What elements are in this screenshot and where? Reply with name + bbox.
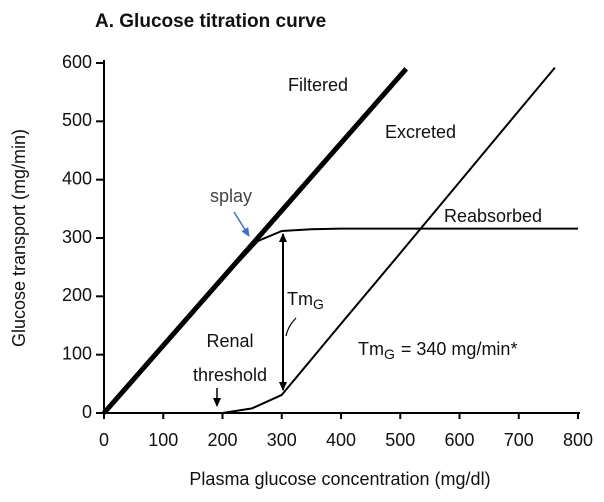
annotation-renal-threshold: Renal (206, 331, 253, 351)
series-line (104, 67, 556, 414)
x-tick-label: 700 (504, 430, 534, 450)
x-axis-label: Plasma glucose concentration (mg/dl) (189, 469, 490, 489)
x-tick-label: 500 (385, 430, 415, 450)
tmg-base: Tm (287, 289, 313, 309)
y-tick-label: 500 (62, 110, 92, 130)
x-tick-label: 0 (99, 430, 109, 450)
annotation-tmg: TmG (287, 289, 324, 312)
tmg-sub: G (384, 346, 395, 362)
x-tick-label: 300 (267, 430, 297, 450)
series-label: Filtered (288, 75, 348, 95)
y-axis-label: Glucose transport (mg/min) (9, 129, 29, 347)
y-tick-label: 600 (62, 52, 92, 72)
splay-arrow (233, 211, 250, 237)
series-label: Excreted (385, 122, 456, 142)
y-tick-label: 300 (62, 227, 92, 247)
y-tick-label: 0 (82, 402, 92, 422)
series-label: Reabsorbed (444, 206, 542, 226)
annotation-splay: splay (210, 186, 252, 206)
tmg-rest: = 340 mg/min* (401, 339, 518, 359)
y-tick-label: 100 (62, 343, 92, 363)
tmg-base: Tm (358, 339, 384, 359)
x-tick-label: 100 (148, 430, 178, 450)
tmg-pointer (285, 317, 297, 337)
x-tick-label: 600 (444, 430, 474, 450)
annotation-tmg-value: TmG = 340 mg/min* (358, 339, 517, 362)
y-tick-label: 200 (62, 285, 92, 305)
chart-title: A. Glucose titration curve (95, 11, 326, 32)
tmg-sub: G (313, 296, 324, 312)
y-tick-label: 400 (62, 168, 92, 188)
x-tick-label: 800 (563, 430, 593, 450)
annotation-renal-threshold: threshold (193, 365, 267, 385)
series-line (103, 227, 578, 414)
x-tick-label: 400 (326, 430, 356, 450)
x-tick-label: 200 (207, 430, 237, 450)
